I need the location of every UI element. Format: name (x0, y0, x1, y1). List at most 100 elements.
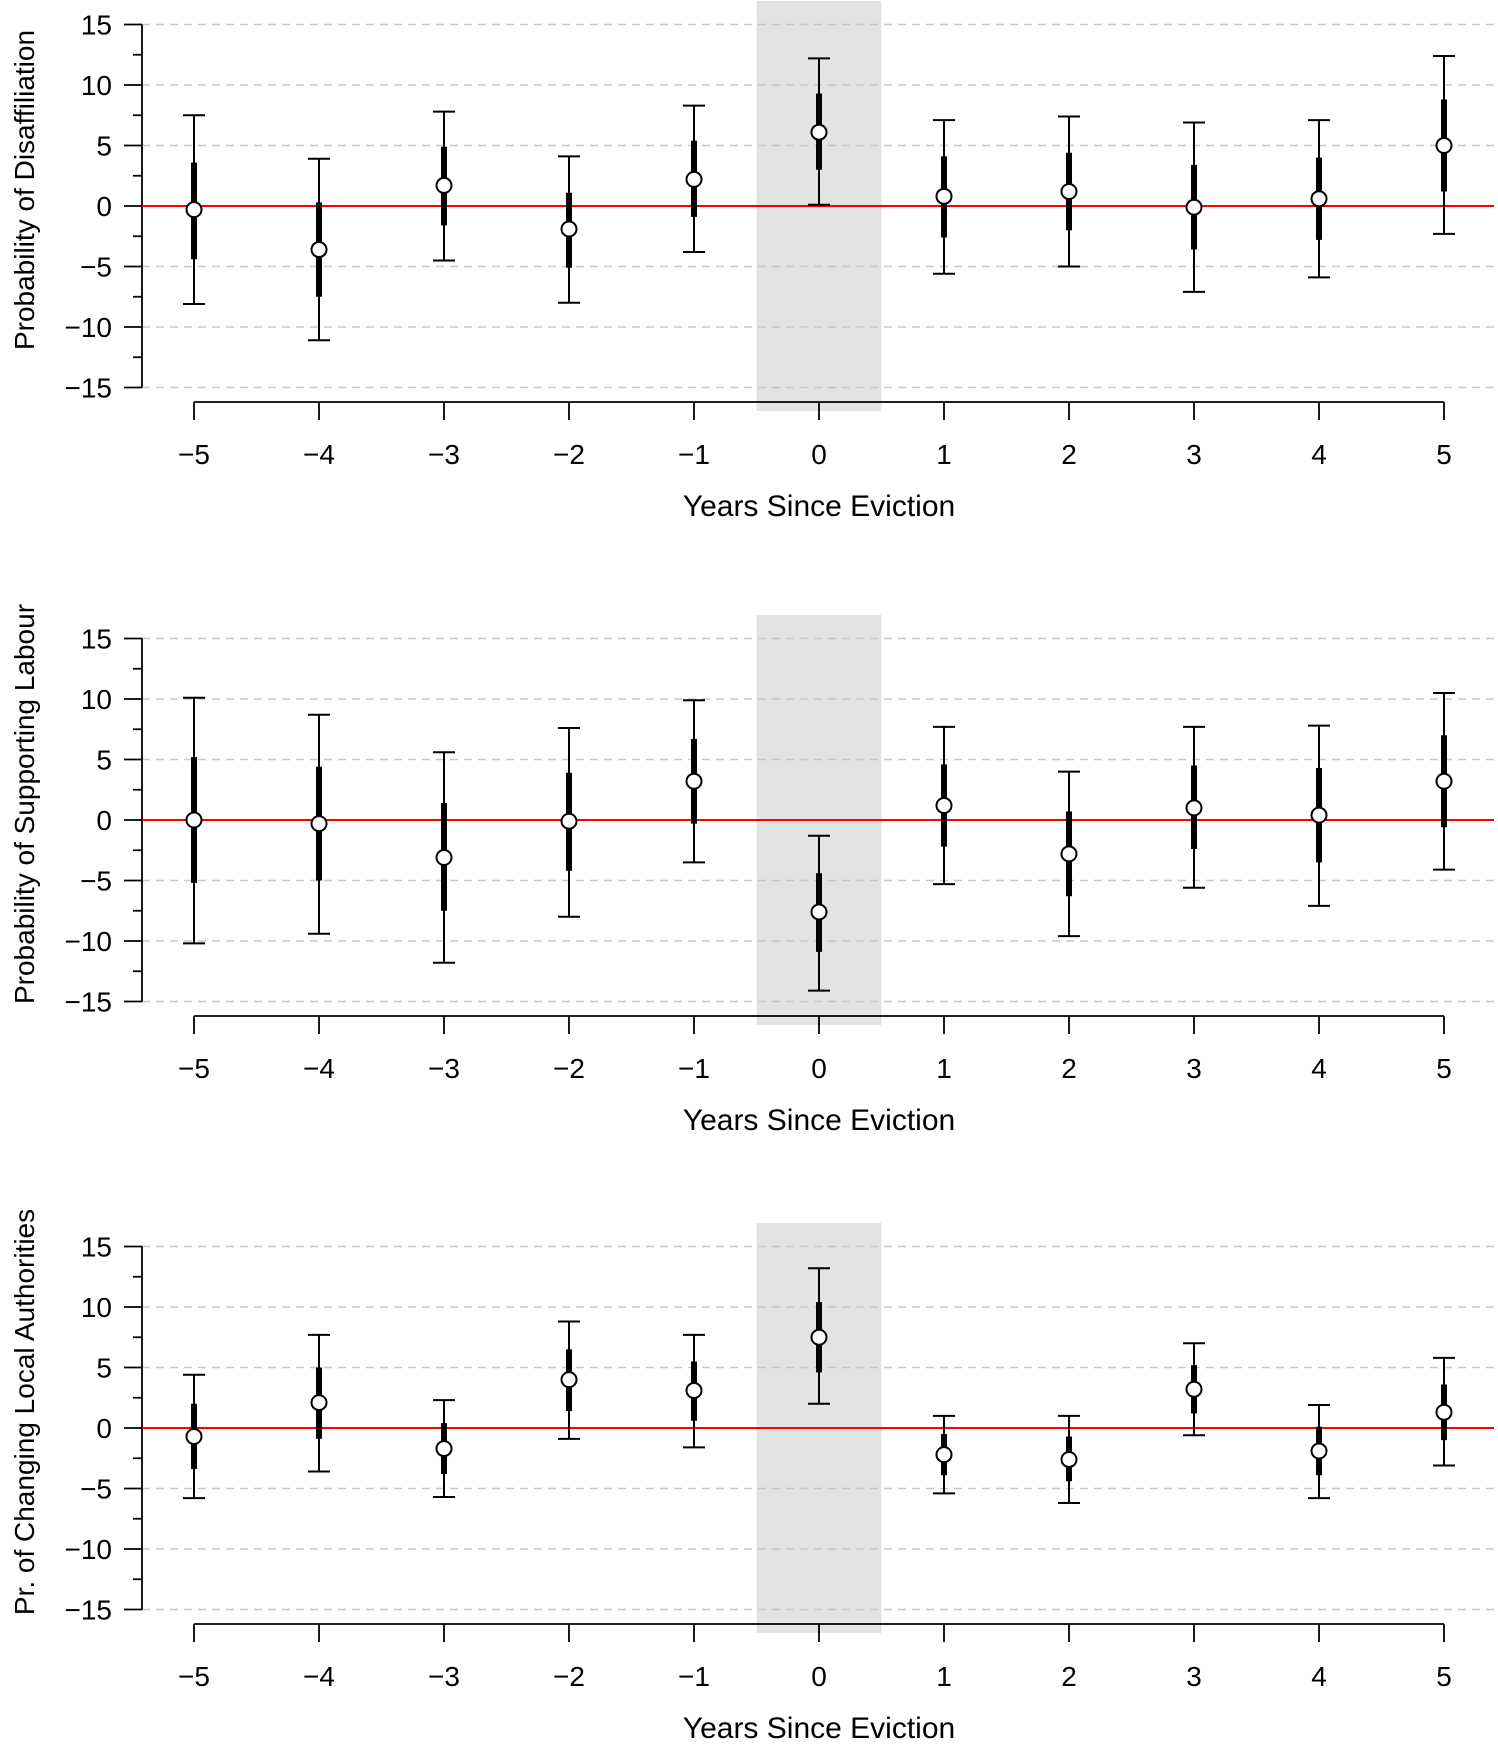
y-tick-label: −10 (65, 312, 113, 343)
y-tick-label: 10 (81, 1292, 112, 1323)
point-estimate-marker (810, 1328, 828, 1346)
y-axis-title: Probability of Supporting Labour (9, 604, 40, 1004)
x-tick-label: −3 (428, 1661, 460, 1692)
x-tick-label: 4 (1311, 1053, 1327, 1084)
estimate-point-group (558, 155, 580, 304)
estimate-point-group (183, 1373, 205, 1500)
estimate-point-group (1183, 121, 1205, 293)
x-tick-label: 2 (1061, 439, 1077, 470)
x-tick-label: 1 (936, 1661, 952, 1692)
x-axis-title: Years Since Eviction (683, 1104, 955, 1137)
y-tick-label: −15 (65, 373, 113, 404)
y-tick-label: −10 (65, 926, 113, 957)
point-estimate-marker (435, 176, 453, 194)
estimate-point-group (558, 1320, 580, 1440)
y-tick-label: 15 (81, 10, 112, 41)
point-estimate-marker (1310, 1442, 1328, 1460)
estimate-point-group (308, 713, 330, 935)
x-tick-label: 1 (936, 439, 952, 470)
estimate-point-group (308, 1333, 330, 1473)
y-tick-label: 15 (81, 1232, 112, 1263)
x-tick-label: −4 (303, 1661, 335, 1692)
y-tick-label: 5 (96, 131, 112, 162)
y-tick-label: 0 (96, 1413, 112, 1444)
point-estimate-marker (810, 123, 828, 141)
point-estimate-marker (1060, 182, 1078, 200)
point-estimate-marker (560, 812, 578, 830)
point-estimate-marker (435, 849, 453, 867)
point-estimate-marker (1435, 137, 1453, 154)
x-tick-label: −4 (303, 1053, 335, 1084)
y-tick-label: −5 (80, 252, 112, 283)
x-tick-label: −2 (553, 1053, 585, 1084)
y-tick-label: 5 (96, 1353, 112, 1384)
estimate-point-group (1058, 770, 1080, 938)
x-tick-label: 2 (1061, 1661, 1077, 1692)
point-estimate-marker (1435, 1403, 1453, 1421)
x-tick-label: −3 (428, 1053, 460, 1084)
y-tick-label: 5 (96, 745, 112, 776)
point-estimate-marker (935, 796, 953, 814)
point-estimate-marker (310, 815, 328, 833)
point-estimate-marker (1310, 806, 1328, 824)
x-tick-label: −2 (553, 1661, 585, 1692)
point-estimate-marker (1185, 799, 1203, 817)
estimate-point-group (1183, 725, 1205, 889)
y-tick-label: −10 (65, 1534, 113, 1565)
y-tick-label: 10 (81, 70, 112, 101)
y-tick-label: 10 (81, 684, 112, 715)
y-tick-label: −5 (80, 866, 112, 897)
point-estimate-marker (1310, 190, 1328, 208)
point-estimate-marker (685, 1381, 703, 1399)
estimate-point-group (1058, 115, 1080, 268)
estimate-point-group (1058, 1414, 1080, 1505)
estimate-point-group (433, 751, 455, 964)
x-tick-label: −5 (178, 439, 210, 470)
estimate-point-group (933, 1414, 955, 1495)
point-estimate-marker (310, 241, 328, 259)
x-tick-label: −5 (178, 1053, 210, 1084)
estimate-point-group (683, 699, 705, 864)
y-tick-label: 0 (96, 191, 112, 222)
point-estimate-marker (1060, 845, 1078, 863)
point-estimate-marker (685, 170, 703, 188)
y-axis-title: Probability of Disaffiliation (9, 30, 40, 350)
y-tick-label: −5 (80, 1474, 112, 1505)
point-estimate-marker (685, 772, 703, 790)
estimate-point-group (183, 696, 205, 945)
estimate-point-group (1433, 1356, 1455, 1467)
estimate-point-group (433, 1399, 455, 1498)
x-axis-title: Years Since Eviction (683, 490, 955, 523)
x-tick-label: 5 (1436, 1053, 1452, 1084)
estimate-point-group (808, 1267, 830, 1405)
x-tick-label: −3 (428, 439, 460, 470)
point-estimate-marker (435, 1440, 453, 1458)
estimate-point-group (808, 834, 830, 992)
x-tick-label: −5 (178, 1661, 210, 1692)
x-tick-label: −4 (303, 439, 335, 470)
x-tick-label: 0 (811, 1053, 827, 1084)
x-tick-label: 2 (1061, 1053, 1077, 1084)
point-estimate-marker (310, 1394, 328, 1412)
x-axis-title: Years Since Eviction (683, 1712, 955, 1745)
estimate-point-group (683, 1333, 705, 1449)
estimate-point-group (1433, 691, 1455, 871)
estimate-point-group (308, 157, 330, 342)
estimate-point-group (558, 727, 580, 918)
x-tick-label: 5 (1436, 1661, 1452, 1692)
estimate-point-group (1433, 54, 1455, 235)
point-estimate-marker (1060, 1450, 1078, 1468)
x-tick-label: −1 (678, 1053, 710, 1084)
estimate-point-group (1183, 1342, 1205, 1437)
estimate-point-group (1308, 724, 1330, 907)
x-tick-label: 5 (1436, 439, 1452, 470)
x-tick-label: 0 (811, 1661, 827, 1692)
point-estimate-marker (810, 903, 828, 921)
x-tick-label: −2 (553, 439, 585, 470)
x-tick-label: 3 (1186, 1053, 1202, 1084)
point-estimate-marker (1435, 772, 1453, 790)
point-estimate-marker (560, 220, 578, 238)
